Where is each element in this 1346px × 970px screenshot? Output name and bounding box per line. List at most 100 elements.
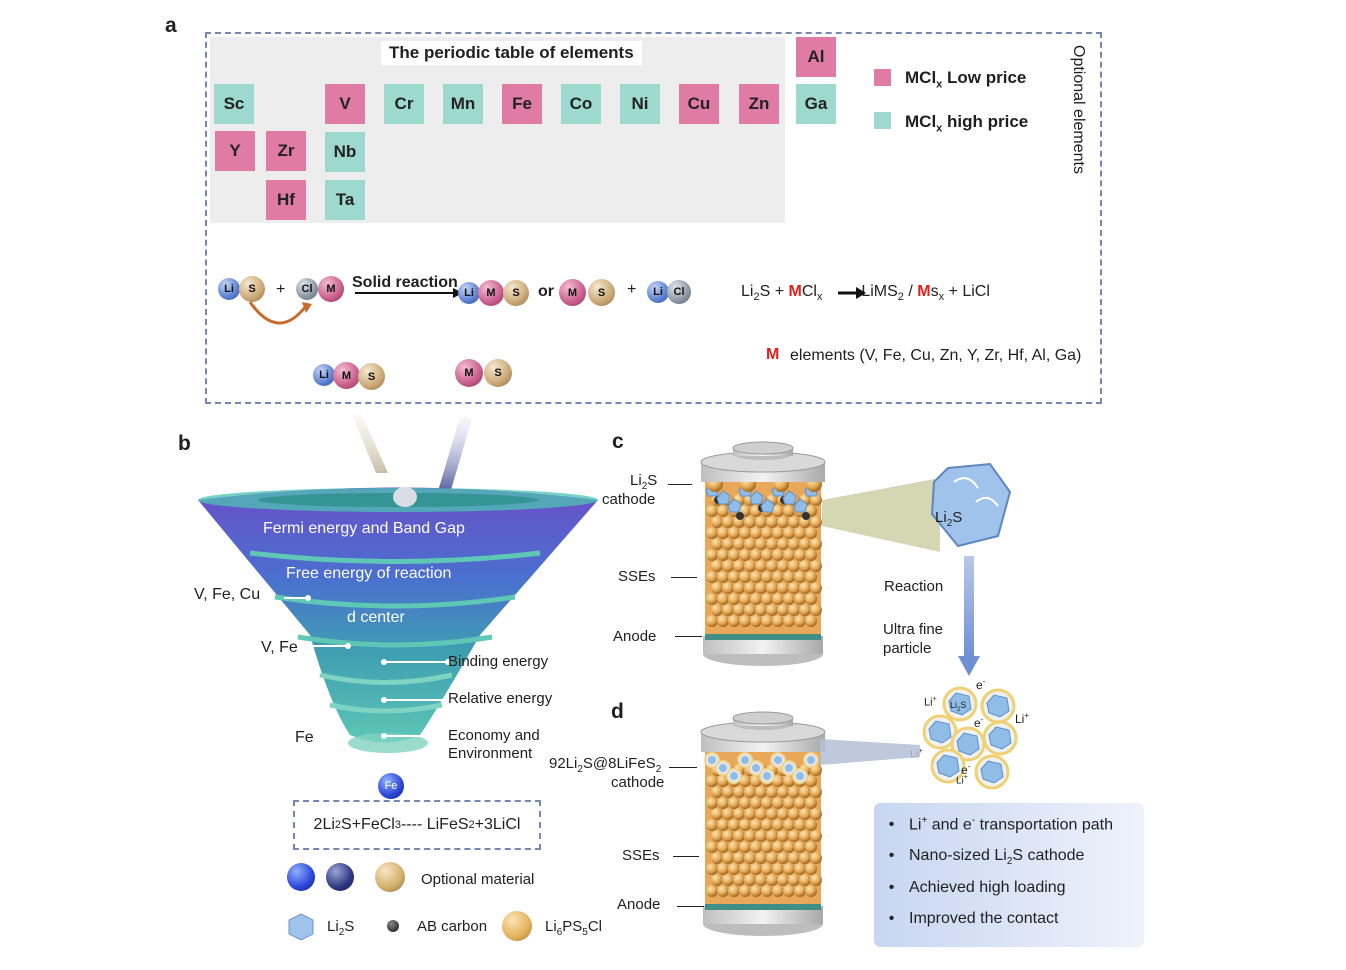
li2s-crystal-large-icon <box>930 462 1012 548</box>
particle-li2s-label: Li2S <box>950 700 967 713</box>
li-label: Li+ <box>924 696 937 709</box>
battery-illustrations <box>700 441 826 936</box>
c-sses-label: SSEs <box>618 568 656 585</box>
legend-low-label: MClx Low price <box>905 68 1027 91</box>
funnel-right-label-3: Economy and <box>448 727 540 744</box>
optional-elements-label: Optional elements <box>1070 45 1087 174</box>
funnel-layer-2: Free energy of reaction <box>286 565 452 582</box>
element-cell-ta: Ta <box>325 180 365 220</box>
m-atom: M <box>333 362 360 389</box>
optional-material-sphere-gold <box>375 862 405 892</box>
funnel-right-label-2: Relative energy <box>448 690 553 707</box>
panel-a-label: a <box>165 14 177 37</box>
reaction-arrow-icon <box>355 288 463 298</box>
m-atom: M <box>559 279 586 306</box>
funnel-layer-3: d center <box>347 609 405 626</box>
ab-carbon-dot-icon <box>387 920 399 932</box>
crystal-li2s-label: Li2S <box>935 509 963 529</box>
c-cathode-label-line2: cathode <box>602 491 656 508</box>
s-atom: S <box>503 280 529 306</box>
m-atom: M <box>455 359 483 387</box>
leader-line <box>671 577 697 578</box>
lpsc-sphere-icon <box>502 911 532 941</box>
element-cell-al: Al <box>796 37 836 77</box>
funnel-right-label-4: Environment <box>448 745 533 762</box>
element-cell-v: V <box>325 84 365 124</box>
advantage-item-1: • Li+ and e- transportation path <box>888 815 1113 834</box>
funnel-left-label-3: Fe <box>295 729 314 746</box>
nano-particle-cluster <box>922 686 1018 790</box>
element-cell-ni: Ni <box>620 84 660 124</box>
c-cathode-label: Li2S <box>630 472 658 492</box>
element-cell-ga: Ga <box>796 84 836 124</box>
li-label: Li+ <box>956 774 968 787</box>
funnel-right-label-1: Binding energy <box>448 653 549 670</box>
or-label: or <box>538 283 554 300</box>
m-atom: M <box>478 280 504 306</box>
ultra-fine-label-2: particle <box>883 640 932 657</box>
d-cathode-label: 92Li2S@8LiFeS2 <box>549 755 662 775</box>
plus-sign: + <box>627 281 637 298</box>
element-cell-zr: Zr <box>266 131 306 171</box>
reaction-label: Reaction <box>884 578 944 595</box>
leader-line <box>669 767 697 768</box>
m-elements-label: elements (V, Fe, Cu, Zn, Y, Zr, Hf, Al, … <box>790 347 1082 364</box>
element-cell-co: Co <box>561 84 601 124</box>
leader-line <box>675 636 702 637</box>
panel-b-label: b <box>178 432 191 455</box>
element-cell-zn: Zn <box>739 84 779 124</box>
element-cell-cu: Cu <box>679 84 719 124</box>
li-atom: Li <box>218 278 240 300</box>
ultra-fine-label-1: Ultra fine <box>883 621 944 638</box>
s-atom: S <box>239 276 265 302</box>
d-anode-label: Anode <box>617 896 661 913</box>
panel-d-label: d <box>611 700 624 723</box>
panel-c-label: c <box>612 430 624 453</box>
e-label: e- <box>974 715 984 730</box>
s-atom: S <box>358 363 385 390</box>
fe-atom: Fe <box>378 773 404 799</box>
legend-lpsc-label: Li6PS5Cl <box>545 918 602 938</box>
li-atom: Li <box>647 281 669 303</box>
li2s-crystal-icon <box>288 913 314 941</box>
element-cell-nb: Nb <box>325 132 365 172</box>
element-cell-mn: Mn <box>443 84 483 124</box>
optional-material-label: Optional material <box>421 871 535 888</box>
advantages-box: • Li+ and e- transportation path • Nano-si… <box>874 803 1144 947</box>
plus-sign: + <box>276 281 286 298</box>
m-atom: M <box>318 276 344 302</box>
e-label: e- <box>961 762 971 777</box>
e-label: e- <box>976 677 986 692</box>
solid-reaction-label: Solid reaction <box>352 274 458 291</box>
zoom-cone-d <box>820 739 920 765</box>
leader-line <box>673 856 699 857</box>
optional-material-sphere-blue <box>287 863 315 891</box>
advantage-item-2: • Nano-sized Li2S cathode <box>888 847 1085 868</box>
zoom-cone-c <box>822 478 940 552</box>
cl-atom: Cl <box>667 280 691 304</box>
periodic-table-title: The periodic table of elements <box>381 41 642 65</box>
leader-line <box>677 906 704 907</box>
s-atom: S <box>588 279 615 306</box>
funnel-diagram <box>198 415 598 753</box>
legend-ab-carbon-label: AB carbon <box>417 918 488 935</box>
d-cathode-label-line2: cathode <box>611 774 665 791</box>
funnel-left-label-2: V, Fe <box>261 639 298 656</box>
legend-high-label: MClx high price <box>905 112 1029 135</box>
s-atom: S <box>484 359 512 387</box>
panel-a-frame <box>205 32 1102 404</box>
d-sses-label: SSEs <box>622 847 660 864</box>
element-cell-y: Y <box>215 131 255 171</box>
funnel-left-label-1: V, Fe, Cu <box>194 586 261 603</box>
li-atom: Li <box>458 282 480 304</box>
advantage-item-4: • Improved the contact <box>888 910 1059 927</box>
leader-line <box>668 484 692 485</box>
equation-arrow-icon <box>838 287 866 299</box>
legend-li2s-label: Li2S <box>327 918 355 938</box>
element-cell-cr: Cr <box>384 84 424 124</box>
cl-atom: Cl <box>296 278 318 300</box>
reaction-equation: Li2S + MClx LiMS2 / Msx + LiCl <box>741 283 990 304</box>
element-cell-fe: Fe <box>502 84 542 124</box>
down-arrow-icon <box>958 556 980 676</box>
li-label: Li+ <box>1015 711 1030 726</box>
